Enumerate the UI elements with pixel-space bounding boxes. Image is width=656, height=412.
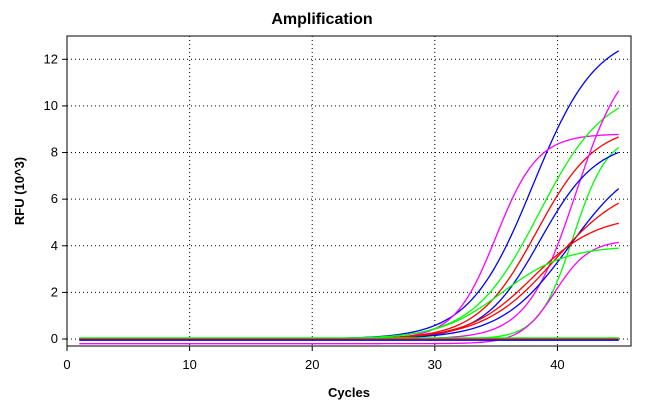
plot-frame (66, 35, 632, 347)
series-line-12 (79, 247, 619, 340)
grid-lines (67, 36, 631, 346)
series-line-3 (79, 107, 620, 340)
series-line-7 (79, 151, 619, 340)
y-tick-label: 8 (51, 145, 58, 160)
series-line-10 (79, 222, 619, 340)
x-tick-label: 20 (305, 357, 319, 372)
y-tick-label: 6 (51, 191, 58, 206)
series-line-11 (79, 241, 619, 345)
series-line-9 (79, 202, 620, 340)
x-tick-label: 10 (182, 357, 196, 372)
y-tick-label: 4 (51, 238, 58, 253)
series-line-2 (79, 133, 619, 340)
y-tick-label: 10 (44, 98, 58, 113)
x-tick-label: 40 (550, 357, 564, 372)
x-tick-label: 30 (428, 357, 442, 372)
x-axis-label: Cycles (328, 385, 370, 400)
y-axis-label: RFU (10^3) (12, 157, 27, 225)
x-tick-label: 0 (63, 357, 70, 372)
series-line-4 (79, 136, 619, 340)
y-tick-label: 0 (51, 331, 58, 346)
y-tick-label: 2 (51, 284, 58, 299)
series-layer (79, 50, 620, 345)
axis-ticks: 0 10 20 30 40 0 2 4 6 8 10 12 (44, 51, 565, 372)
y-tick-label: 12 (44, 51, 58, 66)
chart-title: Amplification (271, 11, 372, 28)
series-line-1 (79, 50, 620, 340)
